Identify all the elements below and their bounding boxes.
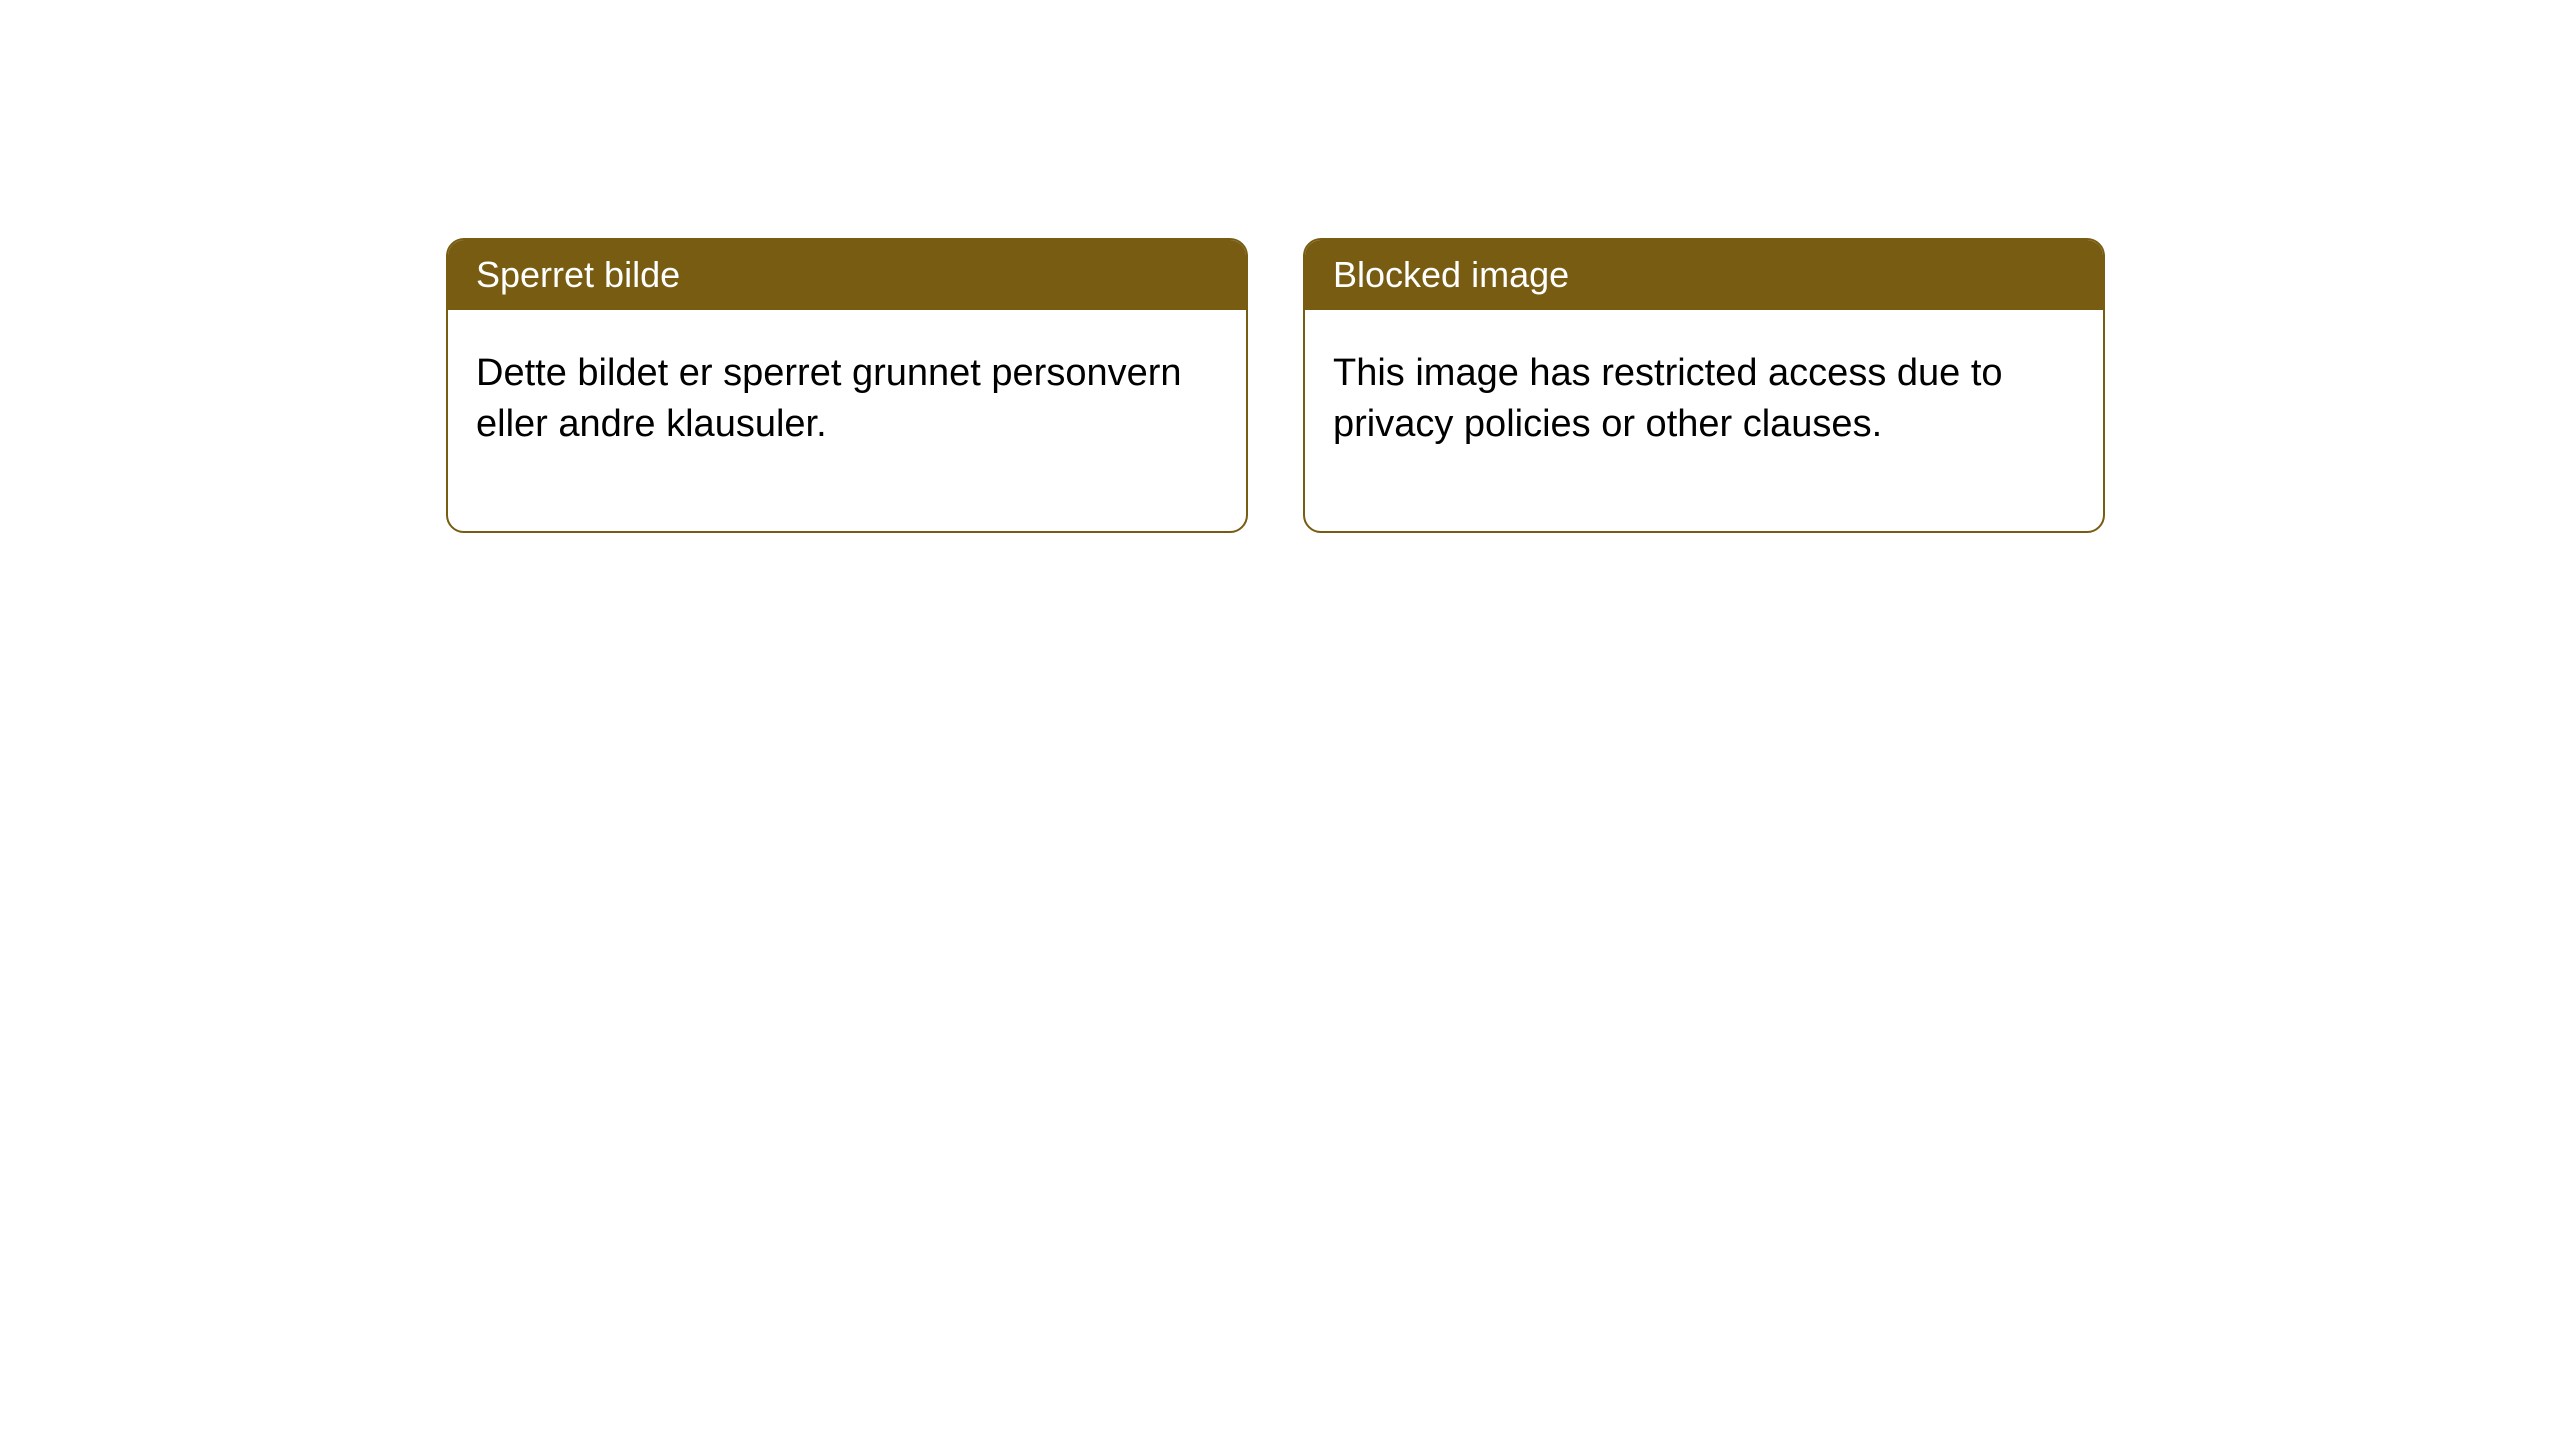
panel-header-en: Blocked image: [1305, 240, 2103, 310]
panel-body-text: Dette bildet er sperret grunnet personve…: [476, 352, 1182, 445]
panel-header-title: Sperret bilde: [476, 254, 680, 295]
blocked-image-panel-no: Sperret bilde Dette bildet er sperret gr…: [446, 238, 1248, 533]
panel-header-no: Sperret bilde: [448, 240, 1246, 310]
panel-header-title: Blocked image: [1333, 254, 1569, 295]
panel-body-en: This image has restricted access due to …: [1305, 310, 2103, 531]
panel-body-no: Dette bildet er sperret grunnet personve…: [448, 310, 1246, 531]
panel-body-text: This image has restricted access due to …: [1333, 352, 2003, 445]
blocked-image-panel-en: Blocked image This image has restricted …: [1303, 238, 2105, 533]
notice-container: Sperret bilde Dette bildet er sperret gr…: [0, 0, 2560, 533]
